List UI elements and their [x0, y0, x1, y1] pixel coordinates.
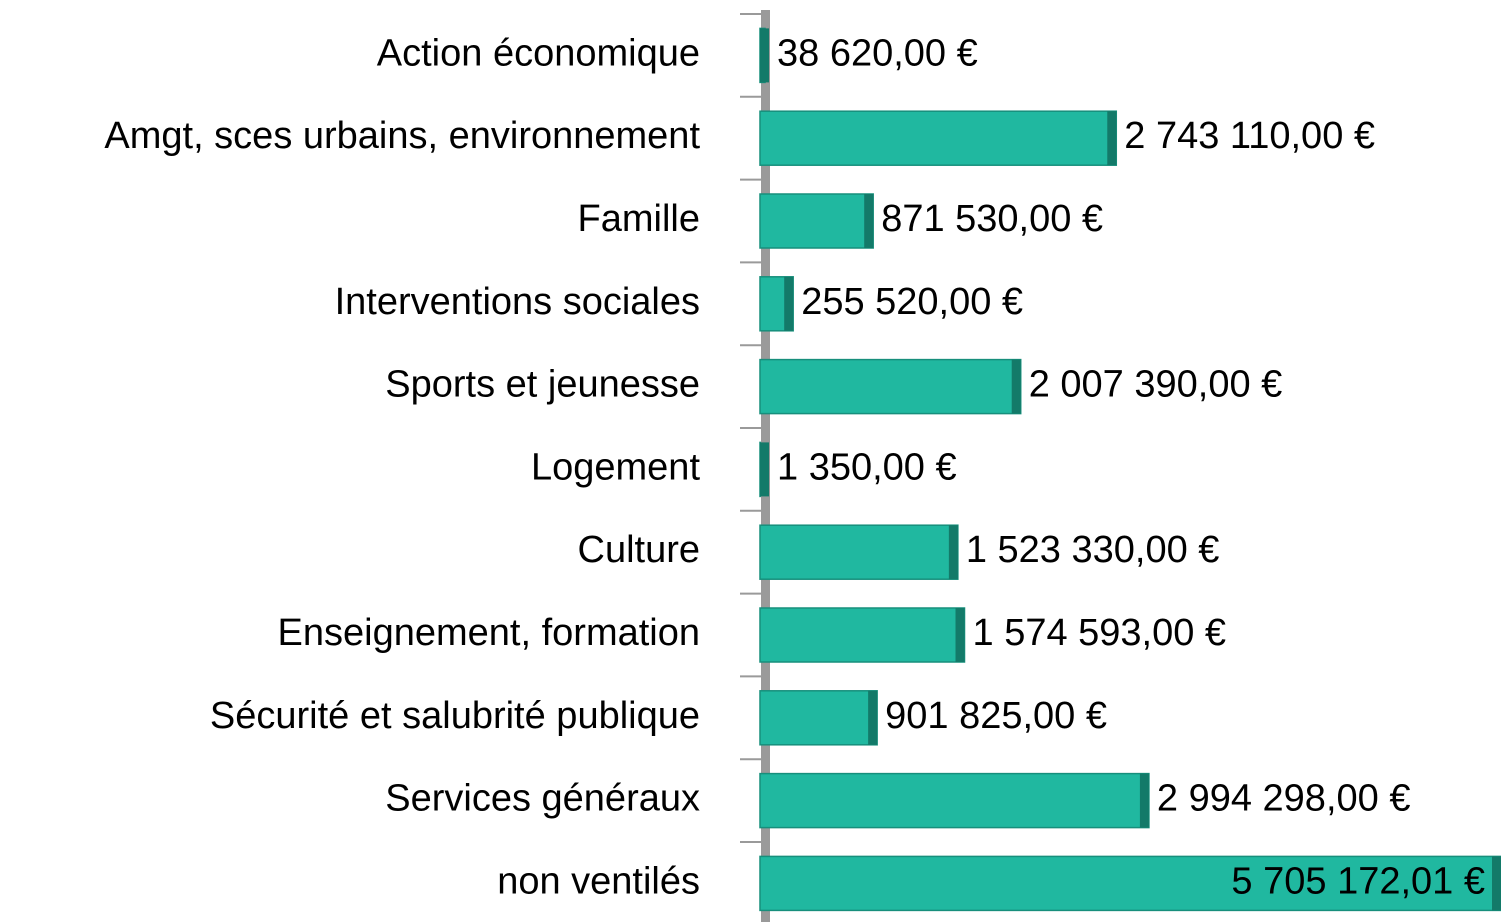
bar-cap	[760, 28, 769, 83]
value-label: 2 994 298,00 €	[1157, 778, 1411, 820]
bar-cap	[868, 690, 878, 745]
bar	[759, 607, 966, 663]
bar	[759, 358, 1022, 415]
category-label: non ventilés	[497, 860, 700, 902]
category-label: Sécurité et salubrité publique	[210, 695, 700, 737]
bar-cap	[784, 276, 794, 331]
category-label: Action économique	[377, 32, 700, 74]
bar-cap	[1011, 359, 1021, 414]
bar-cap	[1107, 111, 1117, 166]
bar-cap	[1139, 773, 1149, 828]
bar	[759, 855, 1501, 912]
bar	[759, 193, 874, 249]
bar	[759, 110, 1118, 166]
bar-cap	[955, 608, 965, 662]
value-label: 901 825,00 €	[885, 695, 1107, 737]
bar	[759, 772, 1150, 829]
bar-cap	[864, 194, 874, 248]
value-label: 1 574 593,00 €	[973, 612, 1227, 654]
bar	[759, 690, 878, 746]
category-label: Interventions sociales	[335, 281, 700, 323]
category-label: Enseignement, formation	[278, 612, 700, 654]
category-label: Culture	[578, 529, 701, 571]
bar-cap	[948, 525, 958, 580]
value-label: 255 520,00 €	[801, 281, 1023, 323]
value-label: 38 620,00 €	[777, 32, 978, 74]
category-label: Sports et jeunesse	[385, 364, 700, 406]
value-label: 2 007 390,00 €	[1029, 364, 1283, 406]
category-label: Famille	[578, 198, 700, 240]
value-label: 871 530,00 €	[881, 198, 1103, 240]
value-label: 5 705 172,01 €	[1231, 860, 1485, 902]
category-label: Amgt, sces urbains, environnement	[104, 115, 700, 157]
value-label: 2 743 110,00 €	[1124, 115, 1375, 157]
value-label: 1 523 330,00 €	[966, 529, 1220, 571]
bar-cap	[1492, 856, 1501, 911]
category-label: Logement	[531, 446, 700, 488]
value-label: 1 350,00 €	[777, 446, 957, 488]
bar-cap	[760, 442, 769, 497]
bar	[759, 524, 959, 580]
category-label: Services généraux	[385, 778, 700, 820]
